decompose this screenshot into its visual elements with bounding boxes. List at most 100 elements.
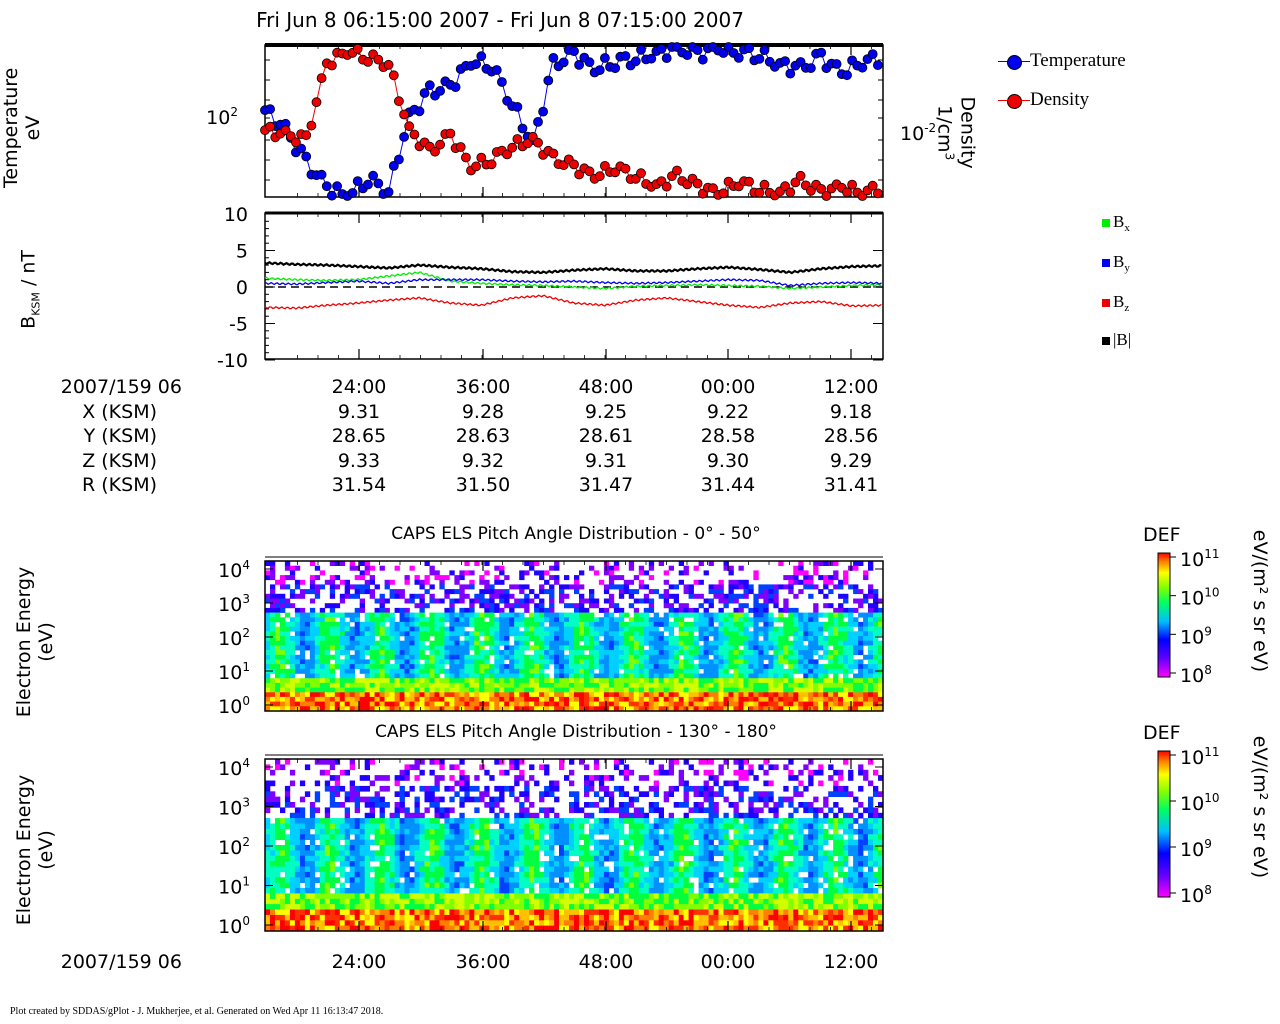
spectrogram-cell	[678, 603, 684, 609]
spectrogram-cell	[439, 834, 445, 840]
spectrogram-cell	[554, 678, 560, 684]
spectrogram-cell	[539, 682, 545, 688]
spectrogram-cell	[374, 914, 380, 921]
spectrogram-cell	[409, 650, 415, 656]
spectrogram-cell	[579, 696, 585, 702]
spectrogram-cell	[314, 807, 321, 814]
spectrogram-cell	[399, 888, 405, 894]
spectrogram-cell	[823, 603, 829, 609]
spectrogram-cell	[449, 706, 455, 712]
spectrogram-cell	[504, 645, 510, 651]
spectrogram-cell	[270, 692, 276, 698]
spectrogram-cell	[459, 645, 465, 651]
spectrogram-cell	[519, 920, 525, 926]
spectrogram-cell	[643, 696, 650, 702]
spectrogram-cell	[628, 617, 635, 623]
spectrogram-cell	[803, 706, 809, 712]
spectrogram-cell	[344, 664, 350, 670]
spectrogram-cell	[429, 818, 435, 824]
spectrogram-cell	[484, 850, 490, 857]
spectrogram-cell	[319, 696, 326, 702]
spectrogram-cell	[270, 909, 276, 916]
spectrogram-cell	[344, 823, 350, 830]
spectrogram-cell	[404, 925, 410, 932]
spectrogram-cell	[275, 802, 281, 808]
spectrogram-cell	[863, 575, 869, 581]
spectrogram-cell	[673, 617, 679, 623]
spectrogram-cell	[549, 617, 555, 623]
spectrogram-cell	[329, 645, 336, 651]
spectrogram-cell	[454, 673, 460, 679]
spectrogram-cell	[275, 914, 281, 921]
spectrogram-cell	[265, 823, 271, 830]
spectrogram-cell	[818, 687, 824, 693]
spectrogram-cell	[324, 645, 331, 651]
spectrogram-cell	[319, 920, 326, 926]
spectrogram-cell	[369, 866, 375, 873]
spectrogram-cell	[439, 612, 445, 618]
spectrogram-cell	[613, 654, 620, 660]
spectrogram-cell	[569, 636, 575, 641]
spectrogram-cell	[369, 780, 375, 787]
spectrogram-cell	[499, 834, 505, 840]
spectrogram-cell	[454, 764, 460, 771]
spectrogram1-frame	[264, 560, 884, 712]
spectrogram-cell	[454, 861, 460, 867]
spectrogram-cell	[544, 764, 550, 771]
spectrogram-cell	[608, 678, 615, 684]
spectrogram-cell	[429, 828, 435, 835]
spectrogram-cell	[688, 621, 694, 627]
spectrogram-cell	[519, 914, 525, 921]
spectrogram-cell	[733, 650, 739, 656]
spectrogram-cell	[539, 664, 545, 670]
energy-tick-label: 103	[218, 592, 250, 616]
spectrogram-cell	[823, 678, 829, 684]
spectrogram-cell	[653, 678, 659, 684]
spectrogram-cell	[808, 612, 814, 618]
spectrogram-cell	[853, 631, 859, 637]
spectrogram-cell	[369, 914, 375, 921]
spectrogram-cell	[294, 877, 301, 883]
spectrogram-cell	[414, 682, 420, 688]
spectrogram-cell	[628, 654, 635, 660]
spectrogram-cell	[593, 650, 600, 656]
spectrogram-cell	[514, 871, 520, 878]
spectrogram-cell	[828, 701, 834, 707]
spectrogram-cell	[798, 696, 804, 702]
spectrogram-cell	[364, 692, 370, 698]
temperature-point	[831, 59, 842, 69]
spectrogram-cell	[384, 692, 390, 698]
spectrogram-cell	[424, 626, 430, 632]
spectrogram-cell	[539, 796, 545, 803]
spectrogram-cell	[349, 764, 355, 771]
spectrogram-cell	[863, 687, 869, 693]
spectrogram-cell	[270, 621, 276, 627]
spectrogram-cell	[579, 650, 585, 656]
spectrogram-cell	[479, 617, 485, 623]
spectrogram-cell	[409, 565, 415, 571]
spectrogram-cell	[544, 650, 550, 656]
spectrogram-cell	[584, 692, 590, 698]
spectrogram-cell	[504, 598, 510, 604]
spectrogram-cell	[479, 603, 485, 609]
spectrogram-cell	[603, 621, 610, 627]
spectrogram-cell	[354, 839, 360, 846]
spectrogram-cell	[803, 621, 809, 627]
spectrogram-cell	[379, 893, 385, 900]
spectrogram-cell	[379, 626, 385, 632]
spectrogram-cell	[698, 579, 704, 585]
spectrogram-cell	[299, 828, 306, 835]
spectrogram-cell	[863, 598, 869, 604]
spectrogram-cell	[404, 909, 410, 916]
spectrogram-cell	[379, 828, 385, 835]
spectrogram-cell	[713, 645, 719, 651]
spectrogram-cell	[499, 914, 505, 921]
spectrogram-cell	[459, 775, 465, 781]
spectrogram-cell	[349, 785, 355, 792]
spectrogram-cell	[304, 893, 311, 900]
spectrogram-cell	[359, 654, 365, 660]
spectrogram-cell	[404, 866, 410, 873]
spectrogram-cell	[638, 631, 645, 637]
spectrogram-cell	[414, 882, 420, 889]
spectrogram-cell	[409, 640, 415, 646]
